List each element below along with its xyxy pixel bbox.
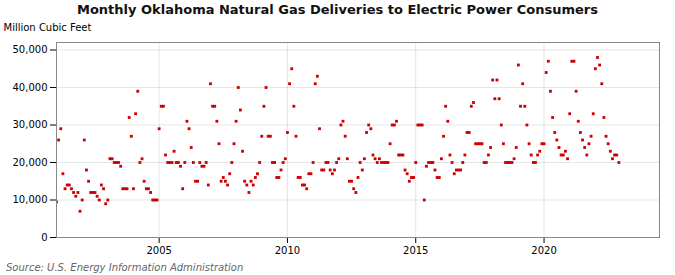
svg-text:20,000: 20,000	[13, 157, 48, 168]
svg-text:2010: 2010	[275, 245, 300, 256]
svg-text:50,000: 50,000	[13, 44, 48, 55]
svg-text:Million Cubic Feet: Million Cubic Feet	[4, 22, 92, 33]
html-text:Monthly Oklahoma Natural Gas D: Monthly Oklahoma Natural Gas Deliveries …	[77, 2, 598, 17]
svg-text:2020: 2020	[531, 245, 556, 256]
svg-text:2015: 2015	[403, 245, 428, 256]
svg-text:10,000: 10,000	[13, 194, 48, 205]
svg-text:0: 0	[41, 232, 47, 243]
html-text:Source: U.S. Energy Informatio: Source: U.S. Energy Information Administ…	[6, 262, 244, 273]
svg-text:2005: 2005	[146, 245, 171, 256]
svg-text:30,000: 30,000	[13, 119, 48, 130]
svg-text:40,000: 40,000	[13, 82, 48, 93]
